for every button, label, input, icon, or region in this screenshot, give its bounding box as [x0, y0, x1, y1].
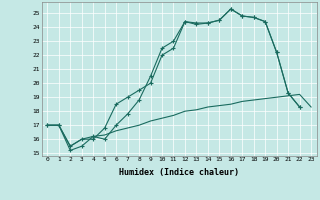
X-axis label: Humidex (Indice chaleur): Humidex (Indice chaleur) [119, 168, 239, 177]
